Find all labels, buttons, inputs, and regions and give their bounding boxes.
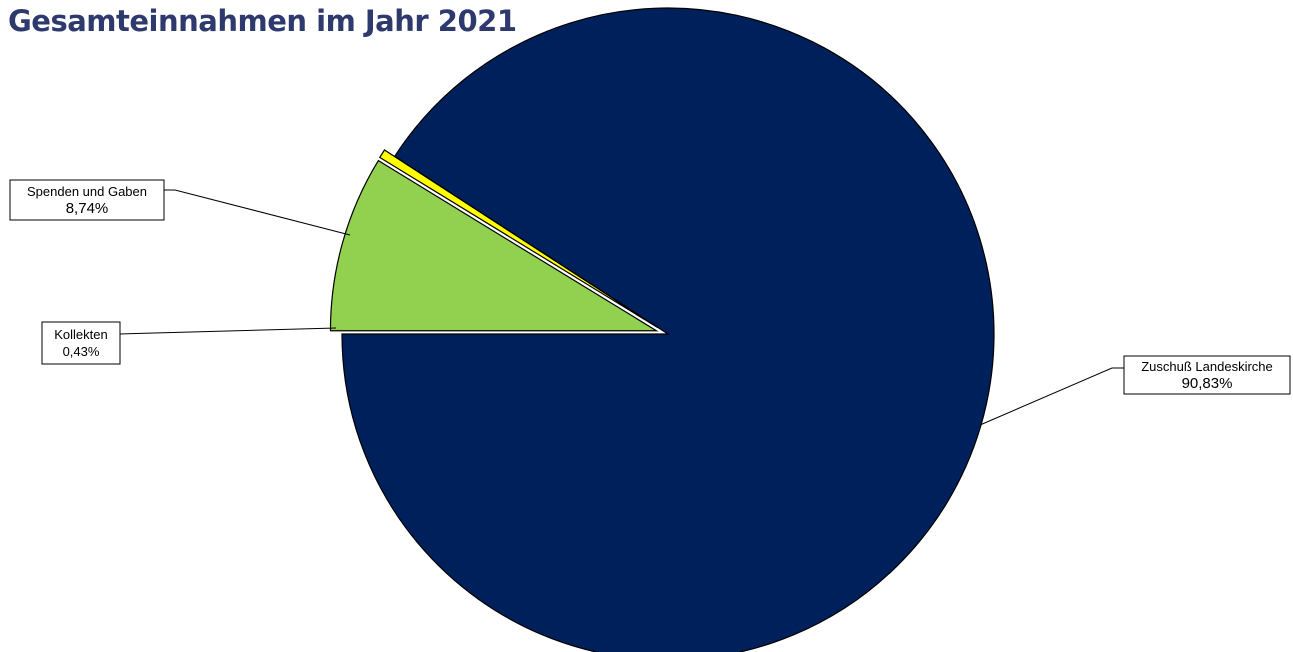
data-label-kollekten: Kollekten 0,43%	[41, 321, 121, 365]
leader-line-kollekten	[119, 327, 337, 335]
label-name: Kollekten	[54, 327, 107, 342]
label-name: Spenden und Gaben	[27, 184, 147, 199]
pie-slice-kollekten[interactable]	[378, 149, 659, 329]
label-value: 0,43%	[63, 344, 100, 359]
label-name: Zuschuß Landeskirche	[1141, 359, 1273, 374]
data-label-zuschuss-landeskirche: Zuschuß Landeskirche 90,83%	[1123, 355, 1291, 395]
data-label-spenden-und-gaben: Spenden und Gaben 8,74%	[9, 179, 165, 221]
label-value: 8,74%	[66, 200, 109, 217]
pie-slice-zuschuss-landeskirche[interactable]	[341, 7, 995, 652]
chart-title: Gesamteinnahmen im Jahr 2021	[8, 4, 517, 38]
label-value: 90,83%	[1182, 375, 1233, 392]
leader-line-zuschuss-landeskirche	[979, 367, 1124, 426]
pie-slice-spenden-und-gaben[interactable]	[329, 159, 659, 332]
leader-line-spenden-und-gaben	[164, 189, 351, 236]
